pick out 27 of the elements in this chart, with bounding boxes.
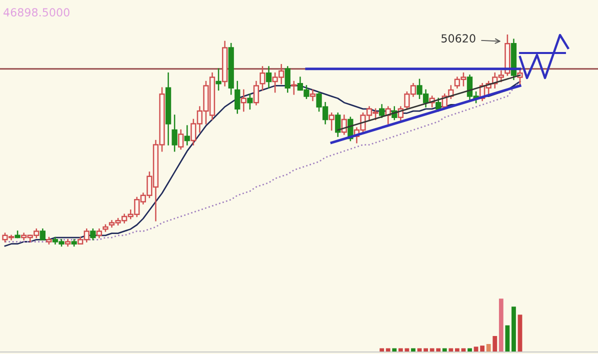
bar <box>492 336 498 352</box>
text: 46898.5000 <box>4 8 70 17</box>
candlestick <box>291 80 297 95</box>
candlestick <box>184 125 190 146</box>
candlestick <box>310 89 316 102</box>
candlestick <box>284 66 290 93</box>
bar <box>512 306 516 352</box>
annotation: 50620 <box>442 34 476 43</box>
candlestick <box>260 66 266 91</box>
candlestick <box>234 80 240 114</box>
bar <box>480 346 485 352</box>
candlestick <box>172 114 178 152</box>
bar <box>505 325 510 352</box>
candlestick <box>178 129 184 150</box>
bar <box>486 344 491 352</box>
candlestick <box>335 112 341 137</box>
candlestick <box>266 66 272 88</box>
bar <box>498 298 504 352</box>
candlestick <box>247 94 253 110</box>
bar <box>518 314 522 352</box>
candlestick <box>216 68 222 91</box>
candlestick <box>328 112 334 131</box>
candlestick <box>240 89 246 112</box>
candlestick <box>379 104 385 118</box>
candlestick <box>40 228 46 240</box>
candlestick <box>253 80 260 106</box>
candlestick <box>90 228 96 240</box>
